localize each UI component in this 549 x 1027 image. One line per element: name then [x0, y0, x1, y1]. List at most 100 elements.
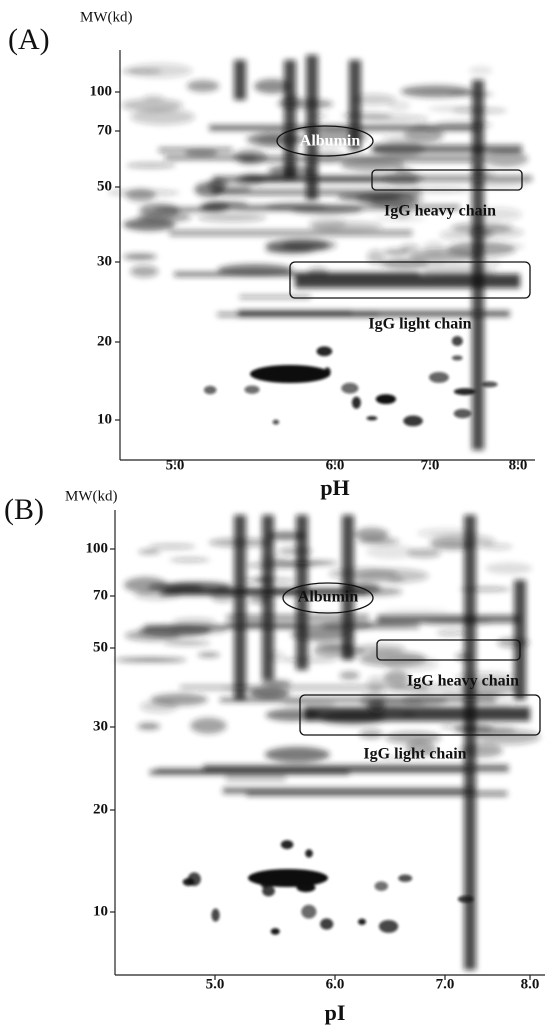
x-tick-label: 5.0: [166, 457, 185, 473]
y-tick-label: 100: [90, 83, 113, 99]
gel-spot: [357, 918, 367, 925]
gel-smear: [136, 212, 192, 222]
gel-spot: [453, 408, 472, 419]
gel-band: [204, 204, 460, 211]
gel-smear: [308, 217, 347, 231]
gel-spot: [457, 895, 474, 903]
annotation: IgG light chain: [368, 316, 471, 333]
y-tick-label: 20: [93, 801, 108, 817]
gel-band: [165, 155, 256, 160]
gel-smear: [254, 78, 291, 94]
gel-streak: [514, 580, 526, 700]
gel-band: [222, 787, 476, 794]
x-axis-label: pI: [325, 1000, 346, 1025]
gel-band: [158, 147, 233, 153]
gel-spot: [451, 336, 463, 347]
gel-spot: [351, 396, 361, 409]
gel-band: [305, 707, 530, 721]
gel-smear: [373, 216, 426, 222]
gel-smear: [358, 537, 400, 545]
albumin-outline: [282, 582, 374, 614]
y-tick-label: 30: [97, 253, 112, 269]
gel-smear: [417, 528, 478, 538]
gel-smear: [387, 99, 411, 112]
gel-spot: [453, 388, 476, 396]
gel-spot: [316, 346, 333, 357]
gel-spot: [374, 881, 389, 891]
heavy-chain-box: [371, 169, 523, 191]
gel-spot: [398, 874, 413, 882]
gel-smear: [337, 194, 402, 202]
gel-spot: [244, 385, 260, 394]
y-tick-label: 70: [93, 587, 108, 603]
gel-smear: [352, 93, 396, 106]
gel-smear: [107, 189, 180, 196]
panel-label: (B): [4, 493, 44, 526]
y-tick-label: 20: [97, 333, 112, 349]
gel-smear: [358, 651, 427, 667]
gel-band: [377, 615, 520, 623]
gel-smear: [365, 544, 416, 560]
gel-spot: [341, 382, 359, 394]
gel-smear: [356, 644, 405, 654]
gel-smear: [483, 151, 529, 167]
gel-spots: [182, 840, 474, 935]
gel-spot: [320, 918, 334, 930]
gel-smear: [439, 230, 475, 240]
annotation: IgG heavy chain: [407, 673, 519, 690]
gel-smear: [409, 249, 480, 262]
gel-smear: [485, 562, 533, 575]
gel-spot: [481, 381, 498, 388]
gel-smear: [328, 567, 398, 581]
gel-band: [225, 775, 286, 781]
gel-smear: [402, 86, 474, 97]
gel-band: [226, 614, 369, 620]
x-tick-label: 7.0: [436, 976, 455, 992]
gel-band: [144, 625, 307, 629]
gel-spot: [375, 394, 397, 405]
gel-band: [226, 621, 420, 629]
x-tick-label: 8.0: [521, 976, 540, 992]
gel-smear: [367, 249, 385, 265]
gel-smear: [339, 671, 360, 680]
gel-smear: [405, 740, 436, 757]
gel-smear: [130, 265, 159, 278]
gel-smear: [383, 248, 410, 256]
gel-smear: [265, 239, 329, 253]
y-tick-label: 70: [97, 122, 112, 138]
gel-spot: [366, 416, 378, 421]
gel-smear: [248, 688, 290, 699]
gel-spot: [429, 371, 449, 383]
gel-band: [220, 697, 496, 703]
y-tick-label: 30: [93, 718, 108, 734]
gel-smear: [126, 63, 193, 78]
gel-smear: [451, 242, 525, 251]
gel-smear: [281, 657, 337, 663]
gel-smear: [115, 657, 187, 662]
gel-images: [107, 55, 541, 970]
gel-smear: [381, 609, 450, 614]
gel-band: [372, 145, 522, 153]
gel-smear: [281, 700, 337, 708]
gel-band: [165, 588, 358, 595]
y-tick-label: 10: [93, 903, 108, 919]
gel-smear: [429, 534, 496, 549]
y-axis-label: MW(kd): [65, 488, 118, 504]
gel-smear: [150, 693, 208, 706]
y-tick-label: 100: [86, 540, 109, 556]
gel-spot: [250, 365, 330, 383]
y-tick-label: 50: [93, 639, 108, 655]
gel-spot: [272, 419, 280, 425]
gel-smear: [264, 746, 330, 763]
gel-smear: [126, 162, 176, 169]
gel-spots: [203, 336, 498, 427]
x-tick-label: 5.0: [206, 976, 225, 992]
heavy-chain-box: [376, 639, 521, 661]
gel-smear: [137, 722, 161, 730]
gel-smear: [138, 549, 161, 555]
gel-spot: [270, 928, 280, 935]
gel-smear: [123, 253, 157, 260]
gel-smear: [436, 630, 466, 636]
gel-spot: [301, 904, 317, 919]
gel-spot: [451, 355, 463, 361]
